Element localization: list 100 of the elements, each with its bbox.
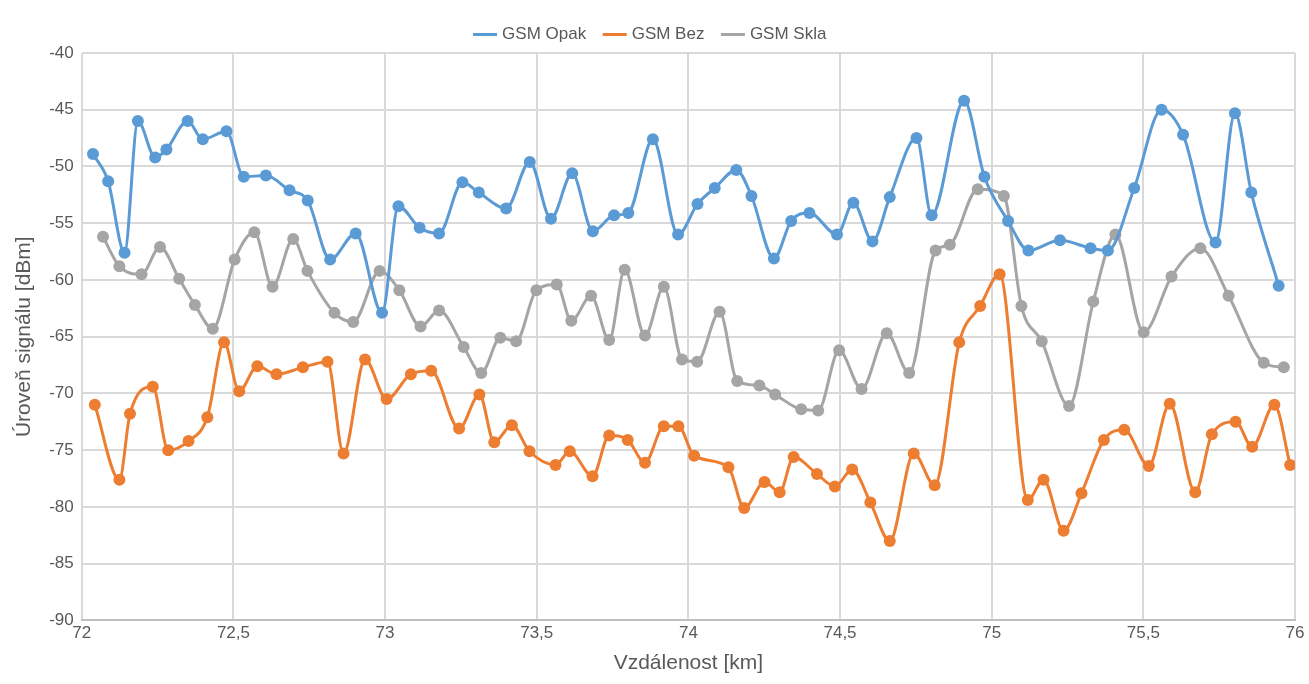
point — [259, 169, 272, 182]
point — [97, 230, 109, 243]
point — [283, 184, 296, 197]
y-tick-label: -85 — [49, 553, 74, 573]
point — [500, 202, 513, 215]
point — [472, 186, 485, 199]
point — [1257, 356, 1270, 369]
legend-label: GSM Bez — [631, 24, 705, 44]
point — [585, 289, 598, 302]
point — [730, 163, 743, 176]
point — [287, 233, 300, 246]
point — [646, 133, 659, 146]
point — [301, 264, 314, 277]
point — [1245, 186, 1258, 199]
point — [1002, 214, 1015, 227]
point — [803, 207, 816, 220]
y-tick-label: -75 — [49, 439, 74, 459]
y-tick-label: -90 — [49, 610, 74, 630]
point — [608, 209, 621, 222]
y-tick-label: -65 — [49, 326, 74, 346]
point — [376, 306, 389, 319]
point — [135, 268, 148, 281]
y-tick-label: -55 — [49, 212, 74, 232]
point — [767, 252, 780, 265]
point — [324, 253, 337, 266]
point — [639, 329, 652, 342]
point — [1155, 103, 1168, 116]
x-tick-label: 74 — [678, 623, 698, 643]
y-tick-label: -45 — [49, 99, 74, 119]
x-axis-title: Vzdálenost [km] — [613, 650, 764, 674]
point — [925, 209, 938, 222]
point — [618, 263, 631, 276]
point — [530, 284, 543, 297]
point — [1137, 326, 1150, 339]
point — [971, 183, 984, 196]
legend-label: GSM Opak — [502, 24, 587, 44]
point — [903, 367, 916, 380]
point — [457, 340, 470, 353]
point — [795, 403, 808, 416]
y-tick-label: -40 — [49, 42, 74, 62]
point — [943, 238, 956, 251]
x-tick-label: 72 — [72, 623, 92, 643]
point — [510, 335, 523, 348]
point — [131, 115, 144, 128]
point — [475, 367, 488, 380]
point — [565, 314, 578, 327]
point — [1272, 279, 1285, 292]
x-tick-label: 72,5 — [216, 623, 250, 643]
point — [373, 264, 386, 277]
point — [731, 374, 744, 387]
point — [154, 241, 167, 254]
point — [603, 334, 616, 347]
point — [1035, 335, 1048, 348]
point — [1053, 234, 1066, 247]
point — [586, 225, 599, 238]
point — [393, 284, 406, 297]
point — [978, 170, 991, 183]
point — [1101, 244, 1114, 257]
point — [196, 133, 209, 146]
y-tick-label: -50 — [49, 156, 74, 176]
point — [883, 191, 896, 204]
point — [622, 207, 635, 220]
point — [657, 280, 670, 293]
x-tick-label: 75,5 — [1126, 623, 1160, 643]
point — [676, 353, 689, 366]
point — [958, 94, 971, 107]
point — [1222, 289, 1235, 302]
y-tick-label: -80 — [49, 496, 74, 516]
point — [181, 115, 194, 128]
point — [494, 331, 507, 344]
point — [228, 253, 241, 266]
legend-label: GSM Skla — [749, 24, 827, 44]
point — [248, 226, 261, 239]
y-tick-label: -70 — [49, 383, 74, 403]
point — [1015, 300, 1028, 313]
point — [880, 327, 893, 340]
point — [544, 212, 557, 225]
point — [1228, 107, 1241, 120]
y-axis-title: Úroveň signálu [dBm] — [11, 236, 35, 438]
y-tick-label: -60 — [49, 269, 74, 289]
point — [413, 221, 426, 234]
point — [118, 246, 131, 259]
point — [672, 228, 685, 241]
x-tick-label: 74,5 — [823, 623, 857, 643]
point — [713, 305, 726, 318]
point — [1087, 295, 1100, 308]
point — [812, 404, 825, 417]
x-tick-label: 76 — [1285, 623, 1305, 643]
point — [266, 280, 279, 293]
point — [1022, 244, 1035, 257]
point — [347, 315, 360, 328]
point — [550, 278, 563, 291]
point — [833, 344, 846, 357]
point — [102, 175, 115, 188]
point — [1165, 270, 1178, 283]
point — [929, 244, 942, 257]
point — [1177, 128, 1190, 141]
point — [866, 235, 879, 248]
point — [997, 189, 1010, 202]
point — [566, 167, 579, 180]
